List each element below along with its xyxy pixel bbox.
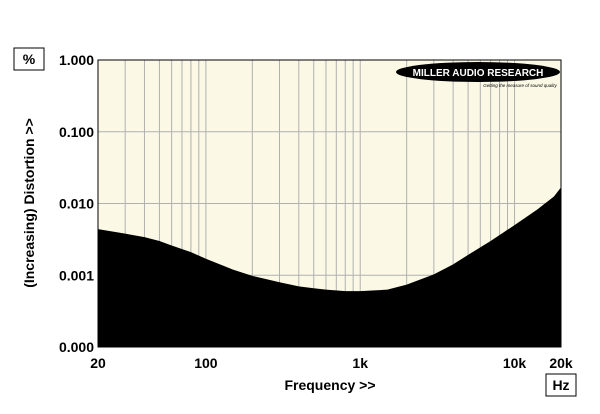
y-unit-box: % — [13, 47, 45, 71]
x-unit-frame — [545, 373, 577, 397]
logo-text: MILLER AUDIO RESEARCH — [413, 68, 544, 79]
y-tick-label: 0.100 — [59, 124, 94, 140]
logo-tagline: Getting the measure of sound quality — [483, 83, 557, 88]
x-tick-label: 100 — [194, 355, 218, 371]
x-unit-label: Hz — [552, 377, 569, 393]
x-axis-ticks: 20 100 1k 10k 20k — [90, 355, 573, 371]
x-unit-box: Hz — [545, 373, 577, 397]
y-axis-title: (Increasing) Distortion >> — [21, 118, 37, 288]
y-unit-label: % — [23, 51, 36, 67]
y-axis-ticks: 1.000 0.100 0.010 0.001 0.000 — [59, 52, 94, 355]
distortion-area — [98, 187, 561, 347]
brand-logo: MILLER AUDIO RESEARCH Getting the measur… — [396, 62, 560, 88]
y-tick-label: 0.001 — [59, 267, 94, 283]
y-tick-label: 0.000 — [59, 339, 94, 355]
plot-border — [97, 59, 562, 348]
x-tick-label: 20 — [90, 355, 106, 371]
y-tick-label: 1.000 — [59, 52, 94, 68]
x-tick-label: 20k — [549, 355, 573, 371]
x-tick-label: 1k — [352, 355, 368, 371]
logo-badge — [396, 62, 560, 82]
x-axis-title: Frequency >> — [284, 377, 375, 393]
y-tick-label: 0.010 — [59, 196, 94, 212]
y-unit-frame — [13, 47, 45, 71]
x-tick-label: 10k — [503, 355, 527, 371]
